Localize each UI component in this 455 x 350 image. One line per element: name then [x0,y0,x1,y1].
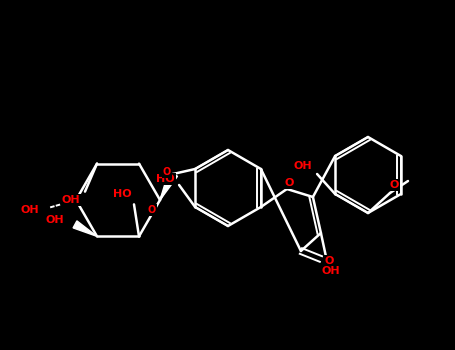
Text: O: O [389,180,399,190]
Text: O: O [163,167,171,177]
Text: OH: OH [322,266,340,276]
Text: OH: OH [62,195,81,205]
Text: O: O [324,256,334,266]
Text: O: O [284,178,293,188]
Text: OH: OH [46,215,64,225]
Text: OH: OH [20,205,39,215]
Text: HO: HO [156,174,174,184]
Text: OH: OH [294,161,313,171]
Polygon shape [160,172,177,200]
Text: O: O [147,205,156,215]
Polygon shape [73,221,97,236]
Text: HO: HO [113,189,131,200]
